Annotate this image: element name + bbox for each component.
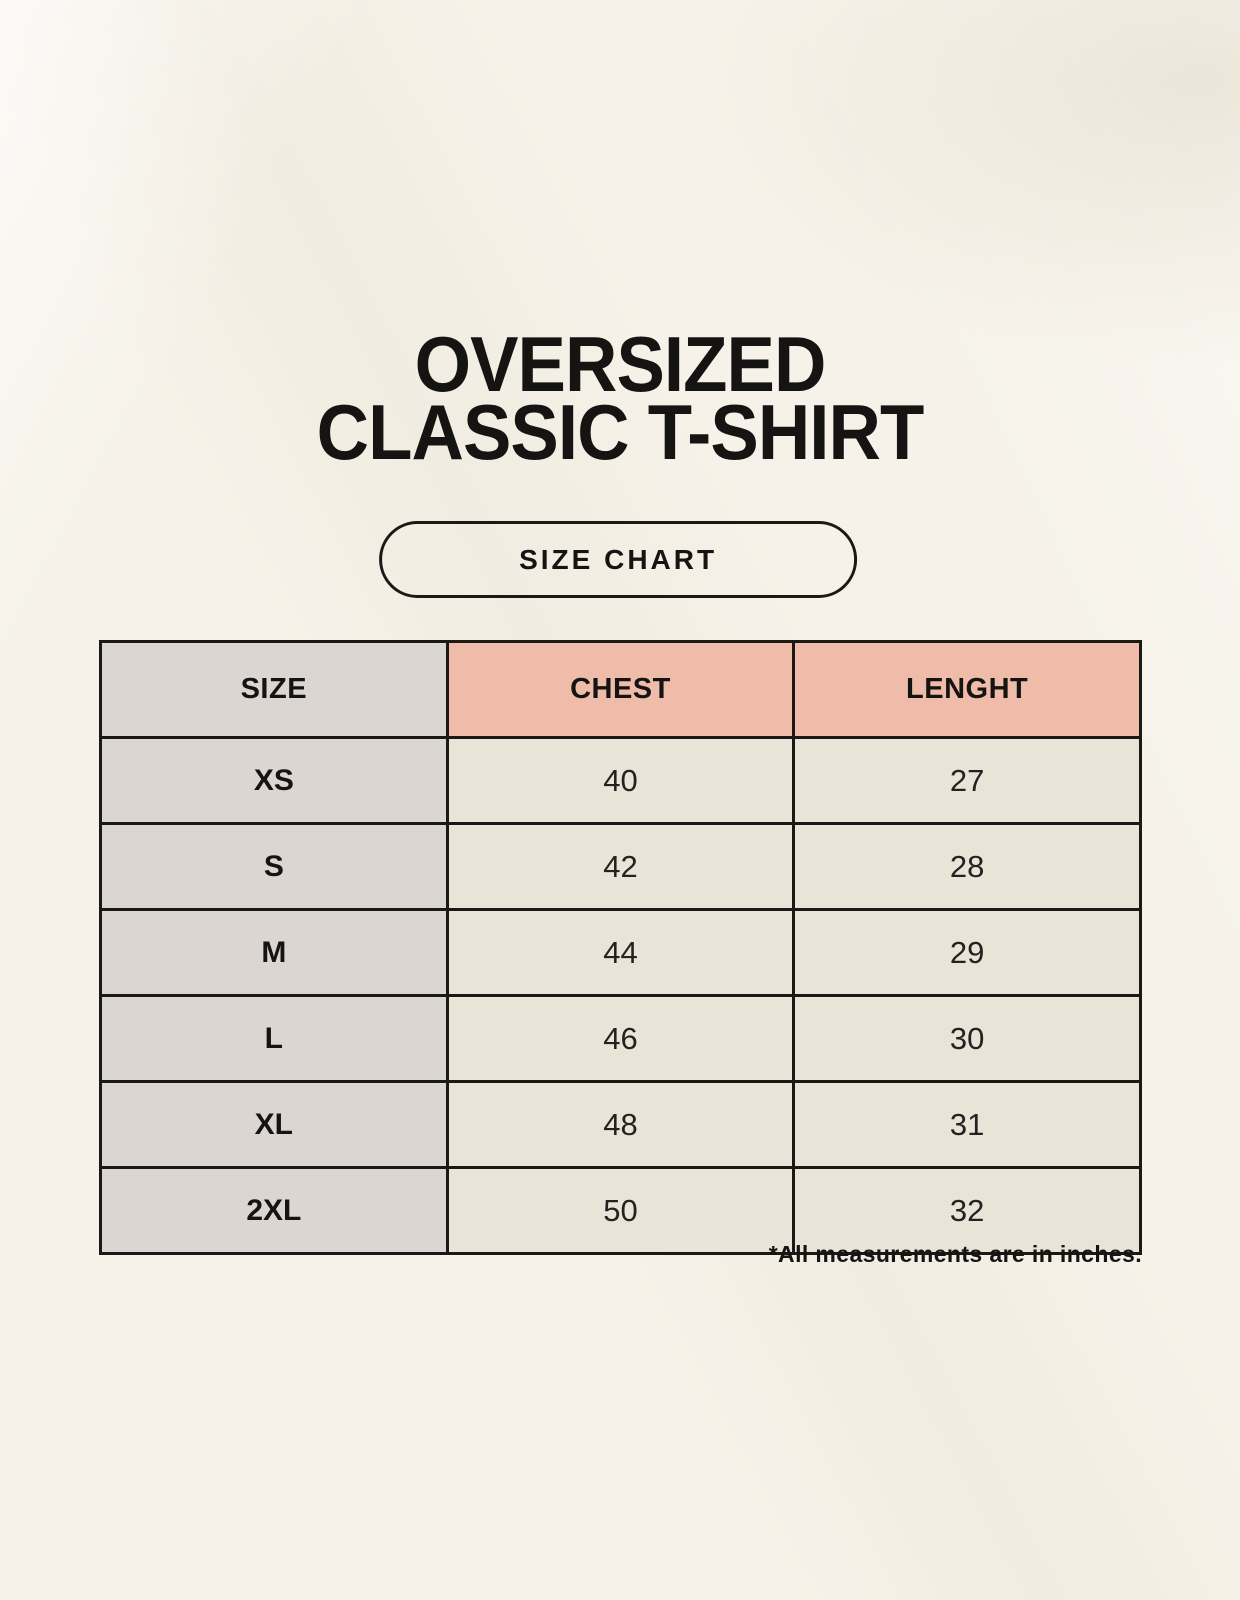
- chest-value: 40: [445, 736, 796, 825]
- table-row: L 46 30: [99, 994, 1142, 1083]
- chest-value: 46: [445, 994, 796, 1083]
- length-value: 31: [792, 1080, 1142, 1169]
- chest-value: 42: [445, 822, 796, 911]
- chest-value: 50: [445, 1166, 796, 1255]
- size-label: 2XL: [99, 1166, 449, 1255]
- table-row: XL 48 31: [99, 1080, 1142, 1169]
- size-label: S: [99, 822, 449, 911]
- length-value: 30: [792, 994, 1142, 1083]
- column-header-chest: CHEST: [445, 640, 796, 739]
- size-chart-table: SIZE CHEST LENGHT XS 40 27 S 42 28 M 44 …: [99, 640, 1142, 1255]
- length-value: 27: [792, 736, 1142, 825]
- size-label: XS: [99, 736, 449, 825]
- size-label: L: [99, 994, 449, 1083]
- length-value: 29: [792, 908, 1142, 997]
- table-header-row: SIZE CHEST LENGHT: [99, 640, 1142, 739]
- column-header-length: LENGHT: [792, 640, 1142, 739]
- measurements-footnote: *All measurements are in inches.: [768, 1241, 1142, 1267]
- table-row: M 44 29: [99, 908, 1142, 997]
- chest-value: 48: [445, 1080, 796, 1169]
- product-title-line-1: OVERSIZED: [414, 320, 827, 408]
- table-row: 2XL 50 32: [99, 1166, 1142, 1255]
- size-chart-button[interactable]: SIZE CHART: [379, 521, 858, 598]
- table-row: S 42 28: [99, 822, 1142, 911]
- size-chart-button-label: SIZE CHART: [519, 543, 718, 575]
- size-label: M: [99, 908, 449, 997]
- column-header-size: SIZE: [99, 640, 449, 739]
- size-label: XL: [99, 1080, 449, 1169]
- product-title-line-2: CLASSIC T-SHIRT: [316, 388, 925, 476]
- chest-value: 44: [445, 908, 796, 997]
- product-title: OVERSIZED CLASSIC T-SHIRT: [43, 320, 1196, 476]
- length-value: 28: [792, 822, 1142, 911]
- table-row: XS 40 27: [99, 736, 1142, 825]
- length-value: 32: [792, 1166, 1142, 1255]
